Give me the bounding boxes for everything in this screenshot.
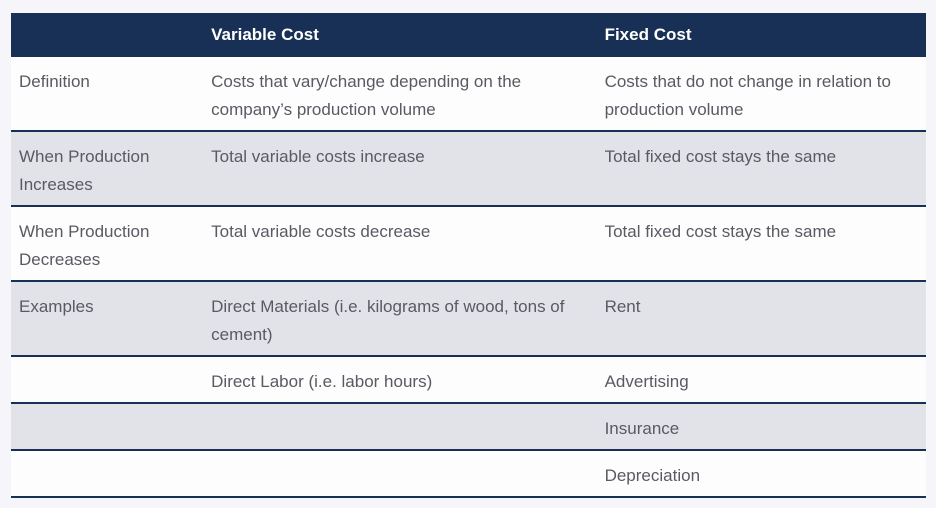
table-row-examples-3: Insurance [11, 403, 926, 451]
header-variable-cost: Variable Cost [203, 13, 597, 57]
row-label-cell: Definition [11, 57, 204, 132]
cost-comparison-table-container: Variable Cost Fixed Cost Definition Cost… [11, 13, 926, 498]
variable-cost-cell [203, 403, 597, 451]
variable-cost-cell: Direct Materials (i.e. kilograms of wood… [203, 281, 597, 357]
table-row-production-decreases: When Production Decreases Total variable… [11, 206, 926, 282]
table-row-examples-2: Direct Labor (i.e. labor hours) Advertis… [11, 356, 926, 404]
fixed-cost-cell: Depreciation [596, 450, 926, 498]
header-row: Variable Cost Fixed Cost [11, 13, 926, 57]
fixed-cost-cell: Rent [596, 281, 926, 357]
variable-cost-cell: Total variable costs decrease [203, 206, 597, 282]
fixed-cost-cell: Advertising [596, 356, 926, 404]
row-label-cell: When Production Increases [11, 131, 204, 207]
table-row-production-increases: When Production Increases Total variable… [11, 131, 926, 207]
variable-cost-cell: Total variable costs increase [203, 131, 597, 207]
row-label-cell [11, 356, 204, 404]
variable-cost-cell [203, 450, 597, 498]
fixed-cost-cell: Total fixed cost stays the same [596, 206, 926, 282]
header-fixed-cost: Fixed Cost [596, 13, 926, 57]
fixed-cost-cell: Costs that do not change in relation to … [596, 57, 926, 132]
cost-comparison-table: Variable Cost Fixed Cost Definition Cost… [11, 13, 926, 498]
fixed-cost-cell: Insurance [596, 403, 926, 451]
table-row-examples-4: Depreciation [11, 450, 926, 498]
table-row-examples-1: Examples Direct Materials (i.e. kilogram… [11, 281, 926, 357]
fixed-cost-cell: Total fixed cost stays the same [596, 131, 926, 207]
variable-cost-cell: Direct Labor (i.e. labor hours) [203, 356, 597, 404]
row-label-cell: When Production Decreases [11, 206, 204, 282]
table-row-definition: Definition Costs that vary/change depend… [11, 57, 926, 132]
row-label-cell [11, 450, 204, 498]
row-label-cell [11, 403, 204, 451]
row-label-cell: Examples [11, 281, 204, 357]
variable-cost-cell: Costs that vary/change depending on the … [203, 57, 597, 132]
header-empty-cell [11, 13, 204, 57]
